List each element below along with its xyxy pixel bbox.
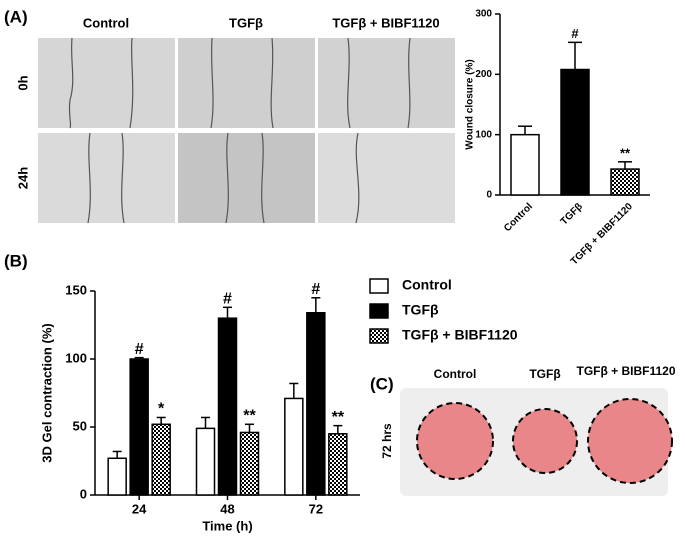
legend-label: Control	[402, 277, 452, 293]
row-label: 24h	[15, 167, 30, 189]
panel-label: (C)	[370, 374, 394, 393]
column-label: Control	[83, 15, 129, 30]
significance-label: **	[332, 409, 345, 426]
column-label: TGFβ	[229, 15, 263, 30]
y-tick-label: 100	[65, 350, 87, 365]
legend-label: TGFβ + BIBF1120	[402, 327, 518, 343]
x-tick-label: 48	[220, 501, 234, 516]
bar	[239, 431, 260, 496]
bar	[195, 427, 216, 496]
row-label: 0h	[15, 75, 30, 90]
y-tick-label: 200	[475, 69, 492, 80]
y-tick-label: 0	[80, 486, 87, 501]
x-tick-label: Control	[502, 201, 535, 234]
column-label: Control	[434, 367, 477, 381]
row-label: 72 hrs	[380, 423, 394, 459]
panel-label: (A)	[4, 7, 28, 26]
bar	[129, 358, 149, 496]
y-tick-label: 150	[65, 282, 87, 297]
column-label: TGFβ + BIBF1120	[332, 15, 439, 30]
column-label: TGFβ	[529, 367, 560, 381]
significance-label: #	[223, 291, 232, 308]
significance-label: **	[620, 145, 631, 160]
legend-swatch	[369, 278, 389, 294]
gel-photo	[400, 388, 673, 496]
legend-label: TGFβ	[402, 302, 439, 318]
bar	[610, 168, 640, 196]
x-tick-label: 24	[132, 501, 147, 516]
bar	[217, 317, 238, 496]
legend-swatch	[369, 303, 389, 319]
column-label: TGFβ + BIBF1120	[576, 364, 675, 378]
y-axis-label: Wound closure (%)	[465, 59, 476, 149]
bar	[328, 433, 348, 496]
x-axis-label: Time (h)	[202, 518, 252, 533]
panel-label: (B)	[4, 251, 28, 270]
y-tick-label: 300	[475, 9, 492, 20]
micrographs	[38, 37, 455, 224]
significance-label: *	[158, 401, 165, 418]
bar	[151, 423, 171, 496]
significance-label: #	[571, 26, 579, 41]
x-tick-label: TGFβ	[559, 201, 585, 227]
y-axis-label: 3D Gel contraction (%)	[39, 323, 54, 462]
y-tick-label: 100	[475, 129, 492, 140]
bar	[306, 312, 326, 496]
significance-label: #	[311, 281, 320, 298]
y-tick-label: 50	[73, 418, 87, 433]
significance-label: #	[135, 341, 144, 358]
x-tick-label: 72	[309, 501, 323, 516]
legend-swatch	[369, 328, 389, 344]
bar	[510, 133, 540, 196]
significance-label: **	[243, 407, 256, 424]
bar	[284, 397, 304, 496]
bar	[560, 68, 590, 196]
y-tick-label: 0	[486, 190, 492, 201]
bar	[107, 457, 127, 496]
